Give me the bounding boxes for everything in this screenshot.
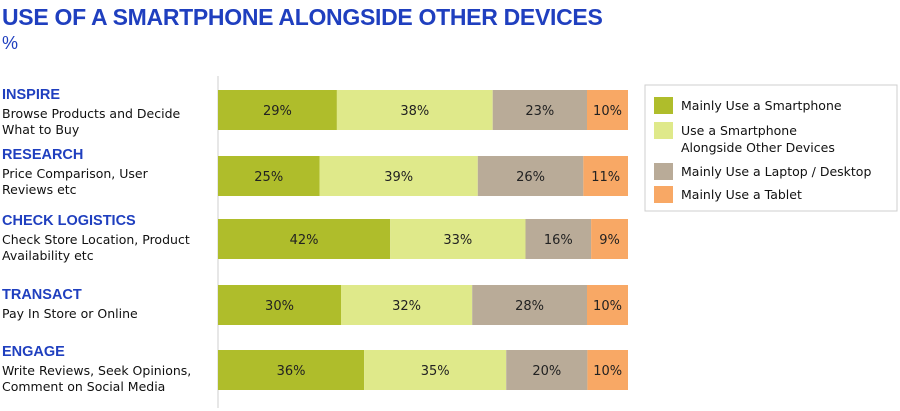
legend-label: Mainly Use a Smartphone [681,98,842,113]
bar-value-label: 25% [254,170,283,185]
bar-value-label: 23% [525,104,554,119]
category-heading: RESEARCH [2,147,84,163]
category-description-line: Check Store Location, Product [2,232,190,247]
bar-value-label: 39% [384,170,413,185]
legend-label: Mainly Use a Laptop / Desktop [681,164,871,179]
bar-segment [218,90,337,130]
legend-swatch [654,163,673,180]
category-description-line: What to Buy [2,122,80,137]
bar-segment [218,219,391,259]
category-description-line: Comment on Social Media [2,379,166,394]
bar-segment [364,350,507,390]
legend-label: Mainly Use a Tablet [681,187,802,202]
legend-box [644,84,898,212]
bar-segment [506,350,588,390]
bar-value-label: 33% [443,233,472,248]
chart-title: USE OF A SMARTPHONE ALONGSIDE OTHER DEVI… [2,4,603,30]
legend-swatch [654,97,673,114]
bar-segment [218,350,365,390]
bar-value-label: 9% [599,233,620,248]
bar-segment [587,350,628,390]
category-description-line: Availability etc [2,248,94,263]
bar-value-label: 16% [544,233,573,248]
category-description-line: Write Reviews, Seek Opinions, [2,363,192,378]
bar-segment [472,285,587,325]
bar-segment [587,90,628,130]
bar-value-label: 30% [265,299,294,314]
bar-value-label: 10% [593,299,622,314]
bar-segment [218,156,320,196]
bar-segment [319,156,478,196]
bar-value-label: 10% [593,364,622,379]
category-description: Check Store Location, Product Availabilit… [2,232,190,264]
category-description: Pay In Store or Online [2,306,138,322]
bar-value-label: 36% [277,364,306,379]
category-description: Write Reviews, Seek Opinions, Comment on … [2,363,191,395]
category-description-line: Reviews etc [2,182,77,197]
category-description: Browse Products and Decide What to Buy [2,106,180,138]
bar-segment [390,219,526,259]
bar-segment [477,156,584,196]
bar-value-label: 28% [515,299,544,314]
bar-segment [591,219,628,259]
bar-value-label: 38% [400,104,429,119]
bar-segment [525,219,592,259]
legend-swatch [654,122,673,139]
bar-value-label: 35% [421,364,450,379]
category-description-line: Pay In Store or Online [2,306,138,321]
category-description: Price Comparison, User Reviews etc [2,166,148,198]
legend-label: Alongside Other Devices [681,140,835,155]
bar-value-label: 32% [392,299,421,314]
bar-segment [218,285,341,325]
bar-value-label: 11% [591,170,620,185]
chart-unit: % [2,33,19,53]
legend-label: Use a Smartphone [681,123,797,138]
bar-segment [492,90,587,130]
legend-swatch [654,186,673,203]
bar-value-label: 26% [516,170,545,185]
category-heading: ENGAGE [2,344,65,360]
category-heading: CHECK LOGISTICS [2,213,136,229]
category-description-line: Price Comparison, User [2,166,148,181]
category-heading: TRANSACT [2,287,82,303]
bar-segment [336,90,493,130]
bar-value-label: 42% [290,233,319,248]
bar-value-label: 20% [532,364,561,379]
bar-segment [583,156,628,196]
bar-value-label: 10% [593,104,622,119]
category-heading: INSPIRE [2,87,61,103]
category-description-line: Browse Products and Decide [2,106,181,121]
bar-value-label: 29% [263,104,292,119]
legend: Mainly Use a Smartphone Use a Smartphone A… [644,84,898,212]
bar-segment [587,285,628,325]
bar-segment [341,285,473,325]
bars-group: 29% 38% 23% 10% 25% 39% 26% 11% 42% 33% 16% 9% 30% 32… [217,76,628,408]
